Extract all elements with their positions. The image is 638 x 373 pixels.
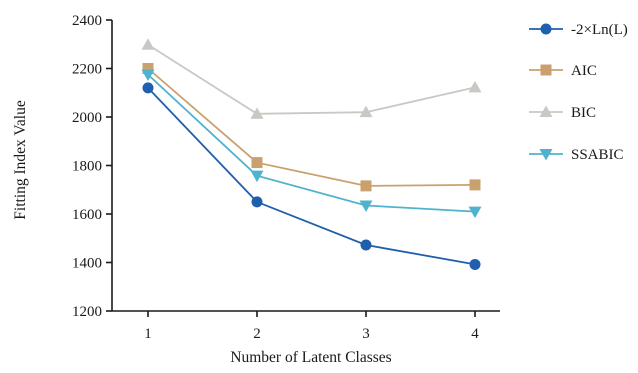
series-3 bbox=[141, 69, 482, 219]
y-tick-label: 2000 bbox=[72, 110, 102, 126]
x-tick-label: 2 bbox=[253, 326, 261, 342]
axes bbox=[111, 20, 500, 312]
x-tick-label: 4 bbox=[471, 326, 479, 342]
series-line bbox=[147, 87, 476, 266]
data-point bbox=[468, 80, 482, 93]
x-tick-label: 1 bbox=[144, 326, 152, 342]
data-point bbox=[142, 63, 154, 74]
x-axis-ticks: 1 2 3 4 bbox=[144, 311, 479, 342]
series-2 bbox=[141, 38, 482, 119]
data-point bbox=[251, 196, 263, 208]
series-line bbox=[147, 67, 476, 187]
data-point bbox=[359, 200, 373, 213]
legend-label: BIC bbox=[571, 105, 596, 121]
legend-item: BIC bbox=[529, 105, 596, 121]
series-1 bbox=[142, 63, 481, 192]
series-layer bbox=[141, 38, 482, 270]
data-point bbox=[141, 69, 155, 82]
legend-label: -2×Ln(L) bbox=[571, 22, 628, 38]
legend-marker bbox=[539, 149, 553, 161]
x-tick-label: 3 bbox=[362, 326, 370, 342]
series-line bbox=[147, 73, 476, 213]
legend-item: -2×Ln(L) bbox=[529, 22, 628, 38]
legend-item: AIC bbox=[529, 63, 597, 79]
x-axis-title: Number of Latent Classes bbox=[230, 349, 391, 366]
data-point bbox=[142, 82, 154, 94]
legend: -2×Ln(L) AIC BIC SSABIC bbox=[529, 22, 628, 163]
y-tick-label: 2400 bbox=[72, 13, 102, 29]
y-tick-label: 1800 bbox=[72, 159, 102, 175]
data-point bbox=[469, 179, 481, 191]
legend-marker bbox=[540, 23, 552, 35]
series-line bbox=[147, 43, 476, 115]
data-point bbox=[141, 38, 155, 50]
legend-marker bbox=[539, 105, 553, 117]
y-axis-ticks: 1200 1400 1600 1800 2000 2200 2400 bbox=[72, 13, 112, 320]
data-point bbox=[468, 206, 482, 219]
data-point bbox=[469, 258, 481, 270]
y-tick-label: 1200 bbox=[72, 304, 102, 320]
y-tick-label: 1600 bbox=[72, 207, 102, 223]
y-tick-label: 1400 bbox=[72, 256, 102, 272]
data-point bbox=[250, 107, 264, 119]
series-0 bbox=[142, 82, 481, 270]
data-point bbox=[250, 170, 264, 183]
y-tick-label: 2200 bbox=[72, 62, 102, 78]
y-axis-title: Fitting Index Value bbox=[12, 100, 29, 220]
legend-marker bbox=[540, 64, 552, 76]
data-point bbox=[359, 105, 373, 118]
legend-label: AIC bbox=[571, 63, 597, 79]
legend-item: SSABIC bbox=[529, 147, 624, 163]
data-point bbox=[360, 239, 372, 251]
data-point bbox=[251, 157, 263, 169]
data-point bbox=[360, 180, 372, 192]
legend-label: SSABIC bbox=[571, 147, 624, 163]
